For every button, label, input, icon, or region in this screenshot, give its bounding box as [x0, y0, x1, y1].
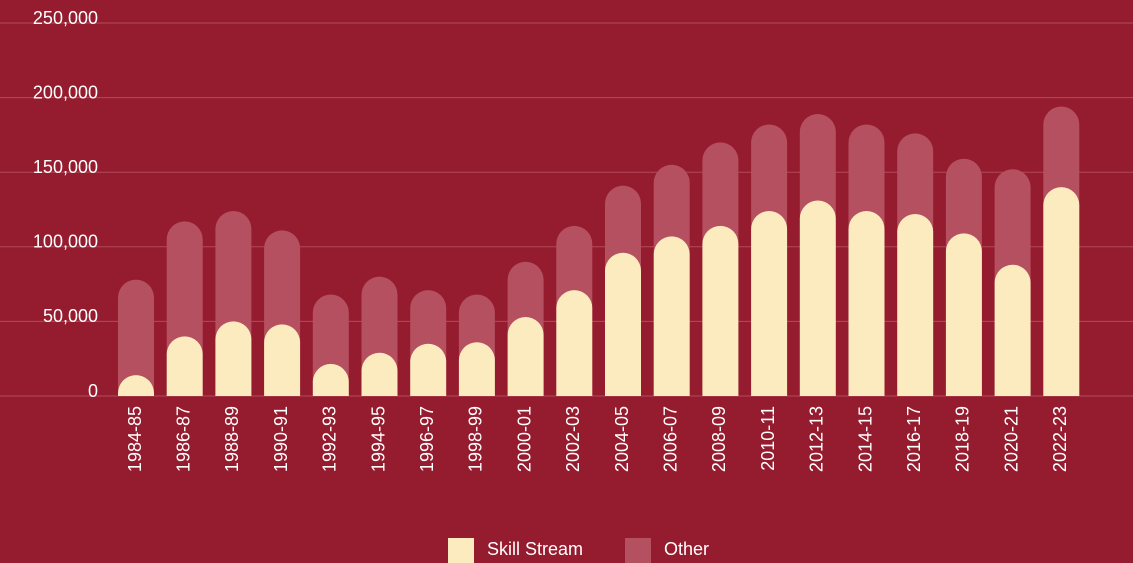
x-tick-label: 1988-89 [222, 406, 242, 472]
bar-segment [605, 252, 641, 396]
bar-segment [994, 169, 1031, 283]
bar-segment [653, 236, 690, 396]
bar-segment [848, 210, 885, 396]
x-tick-label: 1990-91 [271, 406, 291, 472]
y-tick-label: 150,000 [33, 157, 98, 177]
bar-segment [215, 321, 252, 396]
bar-segment [702, 225, 739, 396]
bar-segment [361, 276, 398, 371]
bar-segment [897, 213, 934, 396]
y-tick-label: 200,000 [33, 82, 98, 102]
bar-segment [507, 316, 544, 396]
legend-label: Other [664, 539, 709, 559]
bar-segment [166, 336, 203, 396]
x-tick-label: 2002-03 [563, 406, 583, 472]
bar-segment [264, 230, 301, 343]
bar-segment [264, 324, 301, 396]
bar-segment [799, 114, 836, 219]
bar-segment [605, 185, 641, 271]
bar-segment [653, 164, 690, 255]
x-tick-label: 1986-87 [173, 406, 193, 472]
x-tick-label: 2000-01 [514, 406, 534, 472]
bar-segment [312, 294, 349, 382]
bar-segment [799, 200, 836, 396]
x-tick-label: 2010-11 [758, 406, 778, 471]
bar-segment [897, 133, 934, 232]
bar-segment [1043, 106, 1080, 206]
x-tick-label: 2020-21 [1001, 406, 1021, 472]
bar-segment [458, 342, 495, 396]
bar-segment [848, 124, 885, 229]
y-tick-label: 100,000 [33, 232, 98, 252]
x-tick-label: 2006-07 [660, 406, 680, 472]
bar-segment [166, 221, 203, 355]
y-tick-label: 250,000 [33, 8, 98, 28]
x-tick-label: 1996-97 [417, 406, 437, 472]
x-tick-label: 2004-05 [612, 406, 632, 472]
x-tick-label: 1994-95 [368, 406, 388, 472]
bar-segment [702, 142, 739, 244]
bar-segment [312, 363, 349, 396]
x-tick-label: 2018-19 [953, 406, 973, 472]
x-tick-label: 2016-17 [904, 406, 924, 472]
x-tick-label: 1998-99 [466, 406, 486, 472]
bar-segment [1043, 187, 1080, 396]
bar-segment [410, 343, 447, 396]
bar-segment [507, 261, 544, 335]
x-tick-label: 2012-13 [807, 406, 827, 472]
bar-segment [751, 124, 788, 229]
bar-segment [118, 279, 154, 394]
bar-segment [410, 290, 447, 362]
bar-segment [945, 233, 982, 396]
legend-swatch [625, 538, 651, 563]
legend-label: Skill Stream [487, 539, 583, 559]
x-tick-label: 2014-15 [855, 406, 875, 472]
bar-segment [118, 375, 154, 396]
x-tick-label: 1992-93 [320, 406, 340, 472]
bar-segment [215, 210, 252, 340]
y-tick-label: 0 [88, 381, 98, 401]
bar-segment [556, 290, 593, 396]
bar-segment [994, 264, 1031, 396]
x-tick-label: 2022-23 [1050, 406, 1070, 472]
x-tick-label: 2008-09 [709, 406, 729, 472]
legend-swatch [448, 538, 474, 563]
bar-segment [361, 352, 398, 396]
bar-segment [751, 210, 788, 396]
x-tick-label: 1984-85 [125, 406, 145, 472]
y-tick-label: 50,000 [43, 306, 98, 326]
bar-segment [945, 158, 982, 252]
bar-segment [556, 225, 593, 309]
bar-segment [458, 294, 495, 361]
